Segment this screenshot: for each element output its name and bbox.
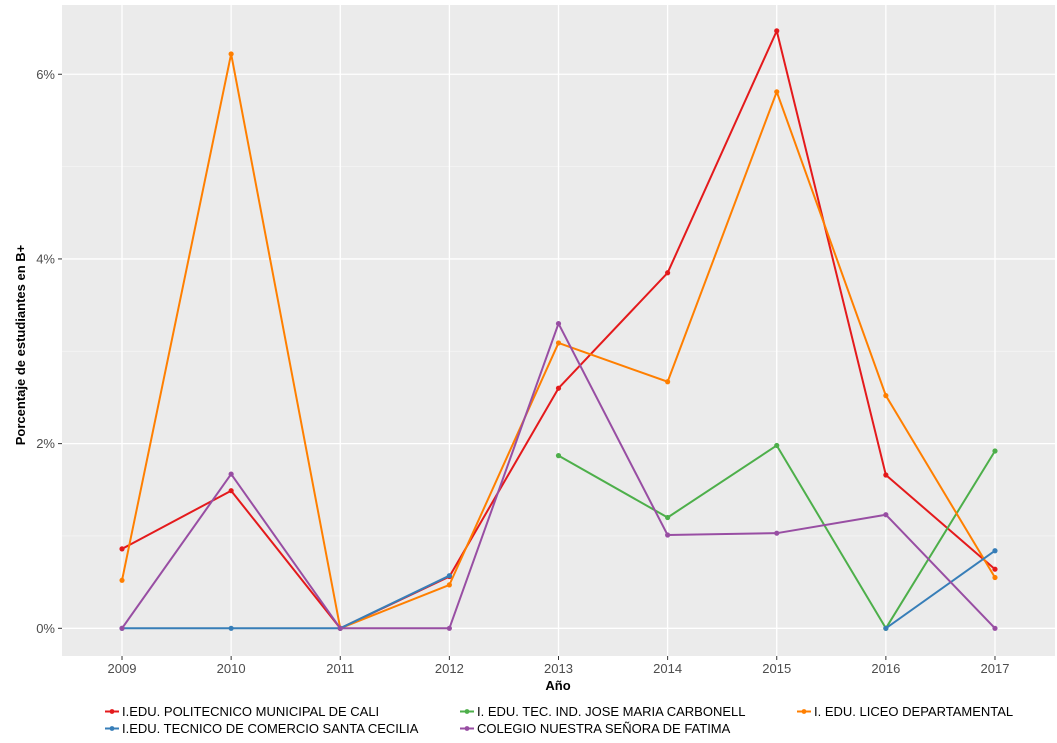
legend-item: I.EDU. TECNICO DE COMERCIO SANTA CECILIA <box>105 721 419 736</box>
legend-key-point <box>464 726 470 731</box>
data-point <box>446 625 452 631</box>
data-point <box>337 625 343 631</box>
y-tick-label: 0% <box>36 621 55 636</box>
x-tick-label: 2011 <box>326 661 354 676</box>
series-group <box>119 548 998 631</box>
data-point <box>992 574 998 581</box>
data-point <box>446 573 452 579</box>
data-point <box>555 340 562 346</box>
x-tick-label: 2013 <box>544 661 573 676</box>
legend-item: I. EDU. LICEO DEPARTAMENTAL <box>797 704 1013 719</box>
data-point <box>883 625 889 631</box>
data-point <box>992 625 998 631</box>
data-point <box>774 28 780 34</box>
data-point <box>665 532 671 538</box>
x-axis-title: Año <box>545 678 570 693</box>
legend-label: I.EDU. TECNICO DE COMERCIO SANTA CECILIA <box>122 721 419 736</box>
x-tick-label: 2014 <box>653 661 682 676</box>
y-tick-label: 6% <box>36 67 55 82</box>
data-point <box>883 512 889 518</box>
legend-label: COLEGIO NUESTRA SEÑORA DE FATIMA <box>477 721 731 736</box>
x-tick-label: 2012 <box>435 661 464 676</box>
legend-item: I. EDU. TEC. IND. JOSE MARIA CARBONELL <box>460 704 746 719</box>
data-point <box>228 625 234 631</box>
x-tick-label: 2009 <box>108 661 137 676</box>
data-point <box>774 442 780 449</box>
data-point <box>883 393 889 399</box>
legend-label: I. EDU. LICEO DEPARTAMENTAL <box>814 704 1013 719</box>
data-point <box>665 379 671 385</box>
grid-major <box>62 5 1055 656</box>
y-axis: 0% 2% 4% 6% <box>36 67 62 636</box>
data-point <box>228 471 234 477</box>
legend-item: COLEGIO NUESTRA SEÑORA DE FATIMA <box>460 721 731 736</box>
data-point <box>228 488 234 494</box>
data-point <box>119 625 125 631</box>
data-point <box>992 566 998 572</box>
x-tick-label: 2017 <box>981 661 1010 676</box>
series-line <box>885 549 996 630</box>
data-point <box>228 51 234 57</box>
data-point <box>555 320 562 327</box>
data-point <box>555 453 562 459</box>
series-group <box>119 320 998 631</box>
x-axis: 2009 2010 2011 2012 2013 2014 2015 2016 2017 <box>108 656 1010 676</box>
y-tick-label: 4% <box>36 251 55 266</box>
legend-key-point <box>109 709 115 714</box>
data-point <box>555 385 562 391</box>
data-point <box>992 448 998 454</box>
data-point <box>774 530 780 536</box>
series-line <box>122 574 450 630</box>
legend-item: I.EDU. POLITECNICO MUNICIPAL DE CALI <box>105 704 379 719</box>
legend: I.EDU. POLITECNICO MUNICIPAL DE CALI I. E… <box>105 704 1013 736</box>
legend-key-point <box>464 709 470 714</box>
series-layer <box>119 28 998 631</box>
data-point <box>992 548 998 554</box>
data-point <box>119 546 125 552</box>
y-axis-title: Porcentaje de estudiantes en B+ <box>13 244 28 445</box>
data-point <box>446 582 452 588</box>
legend-key-point <box>801 709 807 714</box>
y-tick-label: 2% <box>36 436 55 451</box>
data-point <box>774 89 780 95</box>
legend-label: I.EDU. POLITECNICO MUNICIPAL DE CALI <box>122 704 379 719</box>
data-point <box>665 514 671 521</box>
legend-key-point <box>109 726 115 731</box>
x-tick-label: 2015 <box>762 661 791 676</box>
x-tick-label: 2010 <box>217 661 246 676</box>
x-tick-label: 2016 <box>871 661 900 676</box>
legend-label: I. EDU. TEC. IND. JOSE MARIA CARBONELL <box>477 704 746 719</box>
data-point <box>665 270 671 276</box>
data-point <box>883 472 889 478</box>
data-point <box>119 577 125 583</box>
